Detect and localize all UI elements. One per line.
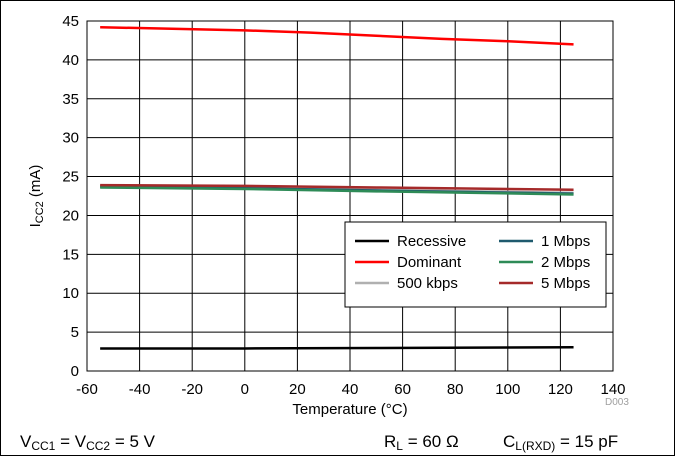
top-border — [0, 0, 675, 1]
legend-label: Recessive — [397, 233, 466, 250]
y-axis-label-sub: CC2 — [34, 201, 46, 223]
legend-label: 5 Mbps — [541, 275, 590, 292]
legend-label: Dominant — [397, 254, 462, 271]
x-tick-label: 80 — [447, 381, 464, 398]
x-tick-label: 0 — [241, 381, 249, 398]
y-tick-label: 15 — [62, 246, 79, 263]
x-axis-label: Temperature (°C) — [292, 401, 407, 418]
x-tick-label: 140 — [600, 381, 625, 398]
series-line-2-mbps — [100, 186, 574, 196]
y-axis-label-main: I — [27, 223, 44, 227]
grid — [86, 20, 614, 372]
y-tick-label: 40 — [62, 52, 79, 69]
figure-code: D003 — [605, 397, 629, 408]
tick-labels: -60 -40 -20 0 20 40 60 80 100 120 140 0 5 10 15 20 25 30 3… — [62, 13, 625, 398]
y-tick-label: 45 — [62, 13, 79, 30]
series-layer — [100, 25, 574, 350]
legend-label: 2 Mbps — [541, 254, 590, 271]
x-tick-label: -40 — [129, 381, 151, 398]
y-axis-label: ICC2 (mA) — [27, 165, 46, 228]
y-tick-label: 25 — [62, 169, 79, 186]
y-tick-label: 30 — [62, 130, 79, 147]
condition-rl: RL = 60 Ω — [384, 432, 459, 453]
x-tick-label: 120 — [548, 381, 573, 398]
legend-box — [344, 221, 607, 308]
x-tick-label: 100 — [495, 381, 520, 398]
series-line-dominant — [100, 25, 574, 46]
condition-vcc: VCC1 = VCC2 = 5 V — [20, 432, 155, 453]
y-tick-label: 5 — [71, 324, 79, 341]
y-tick-label: 20 — [62, 207, 79, 224]
y-axis-label-unit: (mA) — [27, 165, 44, 202]
series-line-5-mbps — [100, 183, 574, 192]
x-tick-label: -20 — [181, 381, 203, 398]
y-tick-label: 35 — [62, 91, 79, 108]
x-tick-label: 20 — [289, 381, 306, 398]
x-tick-label: 40 — [342, 381, 359, 398]
series-line-recessive — [100, 346, 574, 350]
y-tick-label: 10 — [62, 285, 79, 302]
x-tick-label: 60 — [394, 381, 411, 398]
y-tick-label: 0 — [71, 363, 79, 380]
legend: Recessive 1 Mbps Dominant 2 Mbps 500 kbps 5 M… — [344, 221, 607, 308]
x-tick-label: -60 — [76, 381, 98, 398]
legend-label: 500 kbps — [397, 275, 458, 292]
condition-cl: CL(RXD) = 15 pF — [503, 432, 619, 453]
plot-border — [86, 20, 614, 372]
legend-label: 1 Mbps — [541, 233, 590, 250]
